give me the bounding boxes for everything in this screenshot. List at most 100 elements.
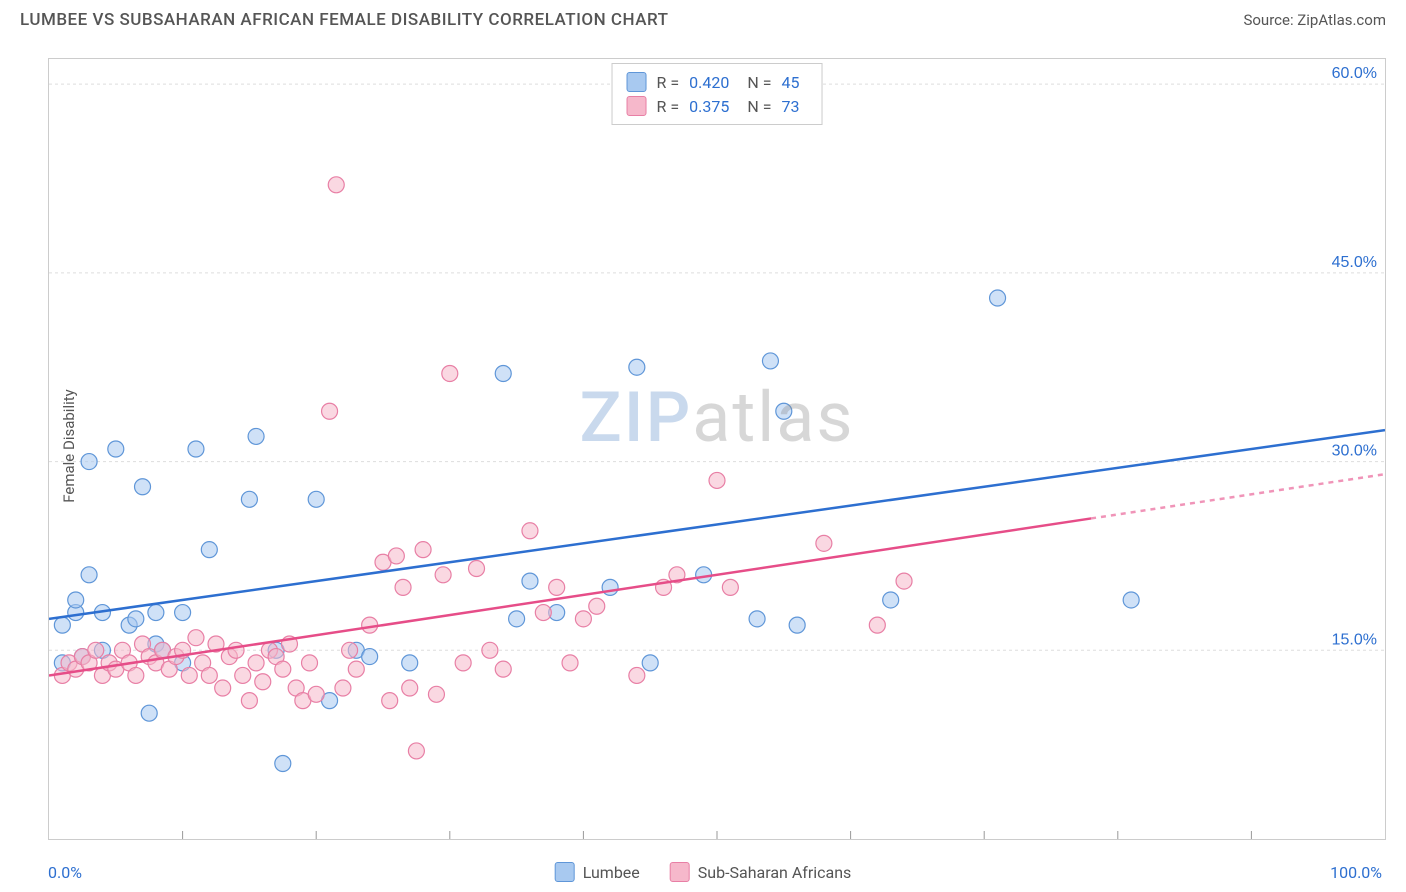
scatter-point (228, 642, 244, 658)
stat-r-value: 0.375 (689, 97, 729, 116)
scatter-point (215, 680, 231, 696)
scatter-point (308, 686, 324, 702)
legend-swatch (670, 862, 690, 882)
stats-row: R = 0.420 N = 45 (627, 70, 808, 94)
scatter-point (148, 605, 164, 621)
scatter-point (455, 655, 471, 671)
scatter-point (562, 655, 578, 671)
source-label: Source: ZipAtlas.com (1243, 11, 1386, 29)
scatter-point (749, 611, 765, 627)
scatter-point (308, 491, 324, 507)
legend-label: Lumbee (583, 863, 640, 882)
scatter-point (388, 548, 404, 564)
y-tick-label: 45.0% (1332, 254, 1377, 271)
scatter-point (575, 611, 591, 627)
stat-r-label: R = (657, 97, 680, 116)
scatter-point (883, 592, 899, 608)
scatter-point (68, 592, 84, 608)
scatter-point (188, 441, 204, 457)
scatter-point (181, 667, 197, 683)
scatter-point (642, 655, 658, 671)
scatter-point (81, 454, 97, 470)
scatter-point (241, 693, 257, 709)
legend-swatch (627, 96, 647, 116)
scatter-point (141, 705, 157, 721)
scatter-point (255, 674, 271, 690)
scatter-point (342, 642, 358, 658)
scatter-point (495, 661, 511, 677)
scatter-point (302, 655, 318, 671)
scatter-point (762, 353, 778, 369)
scatter-point (709, 472, 725, 488)
y-tick-label: 15.0% (1332, 631, 1377, 648)
scatter-point (442, 366, 458, 382)
bottom-legend: Lumbee Sub-Saharan Africans (555, 862, 852, 882)
scatter-point (415, 542, 431, 558)
chart-title: LUMBEE VS SUBSAHARAN AFRICAN FEMALE DISA… (20, 10, 669, 30)
scatter-point (248, 655, 264, 671)
x-axis-max-label: 100.0% (1330, 863, 1382, 882)
scatter-point (201, 667, 217, 683)
scatter-point (402, 680, 418, 696)
stat-n-label: N = (747, 97, 771, 116)
legend-swatch (627, 72, 647, 92)
legend-item: Lumbee (555, 862, 640, 882)
scatter-point (188, 630, 204, 646)
scatter-point (428, 686, 444, 702)
stats-legend-box: R = 0.420 N = 45 R = 0.375 N = 73 (612, 63, 823, 125)
scatter-point (522, 573, 538, 589)
scatter-point (402, 655, 418, 671)
stat-n-value: 45 (781, 73, 799, 92)
scatter-point (328, 177, 344, 193)
scatter-point (869, 617, 885, 633)
stat-r-label: R = (657, 73, 680, 92)
scatter-point (88, 642, 104, 658)
legend-label: Sub-Saharan Africans (698, 863, 852, 882)
scatter-point (235, 667, 251, 683)
scatter-point (175, 605, 191, 621)
scatter-point (248, 428, 264, 444)
stat-n-value: 73 (781, 97, 799, 116)
scatter-point (128, 667, 144, 683)
y-tick-label: 60.0% (1332, 65, 1377, 82)
scatter-point (629, 667, 645, 683)
y-tick-label: 30.0% (1332, 443, 1377, 460)
stats-row: R = 0.375 N = 73 (627, 94, 808, 118)
chart-area: 15.0%30.0%45.0%60.0% ZIPatlas R =0.420N … (48, 58, 1386, 840)
scatter-point (275, 756, 291, 772)
scatter-point (81, 567, 97, 583)
scatter-point (135, 479, 151, 495)
stat-n-label: N = (747, 73, 771, 92)
scatter-point (776, 403, 792, 419)
scatter-point (362, 649, 378, 665)
scatter-plot: 15.0% 30.0% 45.0% 60.0% (49, 59, 1385, 839)
x-axis-min-label: 0.0% (48, 863, 82, 882)
scatter-point (128, 611, 144, 627)
scatter-point (335, 680, 351, 696)
scatter-point (896, 573, 912, 589)
legend-item: Sub-Saharan Africans (670, 862, 852, 882)
stat-r-value: 0.420 (689, 73, 729, 92)
scatter-point (275, 661, 291, 677)
scatter-point (201, 542, 217, 558)
scatter-point (482, 642, 498, 658)
scatter-point (990, 290, 1006, 306)
scatter-point (509, 611, 525, 627)
scatter-point (348, 661, 364, 677)
scatter-point (435, 567, 451, 583)
scatter-point (722, 579, 738, 595)
scatter-point (495, 366, 511, 382)
scatter-point (789, 617, 805, 633)
scatter-point (322, 403, 338, 419)
scatter-point (816, 535, 832, 551)
scatter-point (629, 359, 645, 375)
scatter-point (408, 743, 424, 759)
scatter-point (108, 441, 124, 457)
scatter-point (549, 579, 565, 595)
scatter-point (469, 561, 485, 577)
scatter-point (522, 523, 538, 539)
scatter-point (382, 693, 398, 709)
scatter-point (1123, 592, 1139, 608)
scatter-point (54, 617, 70, 633)
scatter-point (589, 598, 605, 614)
